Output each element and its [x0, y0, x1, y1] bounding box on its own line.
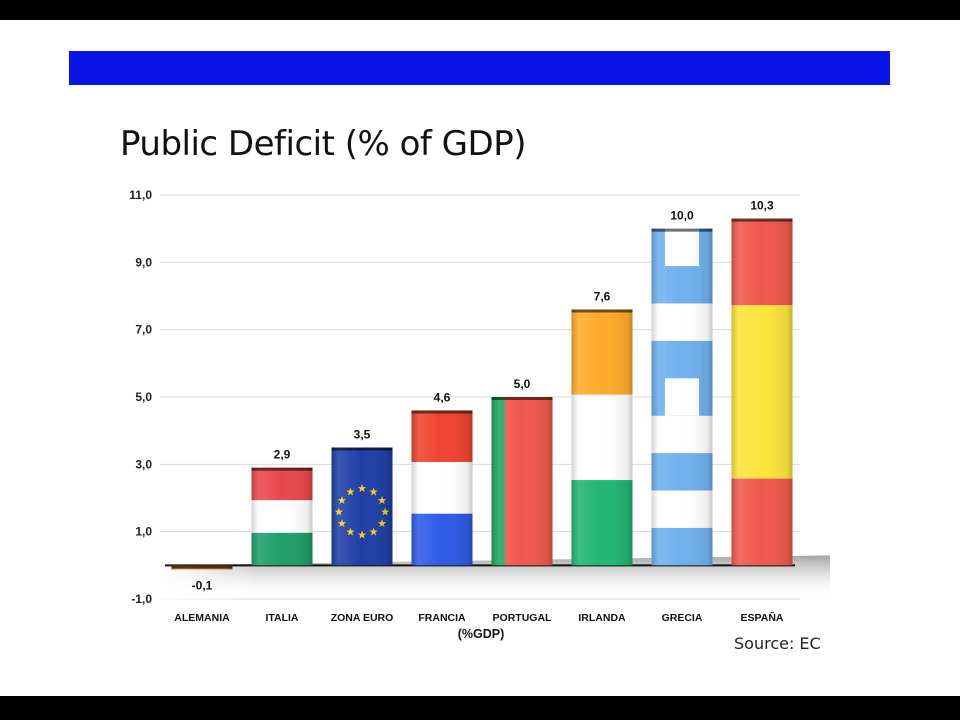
- bar-cap: [491, 397, 553, 400]
- bar-value-label: 2,9: [274, 448, 291, 462]
- category-label: ALEMANIA: [174, 612, 230, 624]
- bar: [571, 309, 633, 566]
- bar: [491, 397, 553, 566]
- bar-cap: [651, 228, 713, 232]
- category-label: IRLANDA: [578, 612, 626, 624]
- chart-title: Public Deficit (% of GDP): [120, 124, 526, 164]
- bar-value-label: 5,0: [514, 377, 531, 391]
- bar-chart: 11,0 9,0 7,0 5,0 3,0 1,0 -1,0 ★★★★★★★★★★★★ -0,…: [129, 188, 830, 641]
- floor-fade: [160, 565, 800, 600]
- category-label: ZONA EURO: [331, 612, 394, 624]
- category-label: GRECIA: [662, 612, 703, 624]
- bar-value-label: 7,6: [594, 289, 611, 303]
- y-tick-label: 3,0: [135, 457, 152, 471]
- category-label: FRANCIA: [418, 612, 466, 624]
- source-note: Source: EC: [734, 634, 821, 653]
- slide: Public Deficit (% of GDP) 11,0 9,0 7,0 5,0 3…: [0, 20, 960, 696]
- bar-gloss: [331, 447, 393, 566]
- bar: [171, 565, 233, 570]
- bar-gloss: [251, 467, 313, 566]
- bar-cap: [171, 565, 233, 569]
- x-axis-label: (%GDP): [458, 627, 505, 641]
- bar-value-label: -0,1: [192, 578, 213, 592]
- y-tick-label: 1,0: [135, 525, 152, 539]
- y-tick-label: 9,0: [135, 255, 152, 269]
- bar-value-label: 10,3: [750, 199, 774, 213]
- y-tick-label: 5,0: [135, 390, 152, 404]
- bar: [731, 218, 793, 566]
- bar-gloss: [731, 218, 793, 566]
- bar: [651, 228, 713, 566]
- category-label: ITALIA: [265, 612, 298, 624]
- y-tick-label: 11,0: [129, 188, 152, 202]
- bar-gloss: [651, 228, 713, 566]
- y-tick-label: 7,0: [135, 323, 152, 337]
- header-band: [69, 51, 890, 85]
- y-tick-label: -1,0: [131, 592, 152, 606]
- bar-cap: [571, 309, 633, 313]
- bar-gloss: [571, 309, 633, 566]
- bar: [411, 410, 473, 566]
- bar-gloss: [491, 397, 553, 566]
- bar: ★★★★★★★★★★★★: [331, 447, 393, 566]
- bar: [251, 467, 313, 566]
- category-label: ESPAÑA: [741, 611, 784, 624]
- bar-cap: [731, 218, 793, 222]
- bar-value-label: 4,6: [434, 390, 451, 404]
- bar-value-label: 10,0: [670, 209, 694, 223]
- bar-cap: [331, 447, 393, 451]
- bar-cap: [251, 467, 313, 471]
- bar-cap: [411, 410, 473, 414]
- bar-gloss: [411, 410, 473, 566]
- category-label: PORTUGAL: [493, 612, 553, 624]
- bar-value-label: 3,5: [354, 428, 371, 442]
